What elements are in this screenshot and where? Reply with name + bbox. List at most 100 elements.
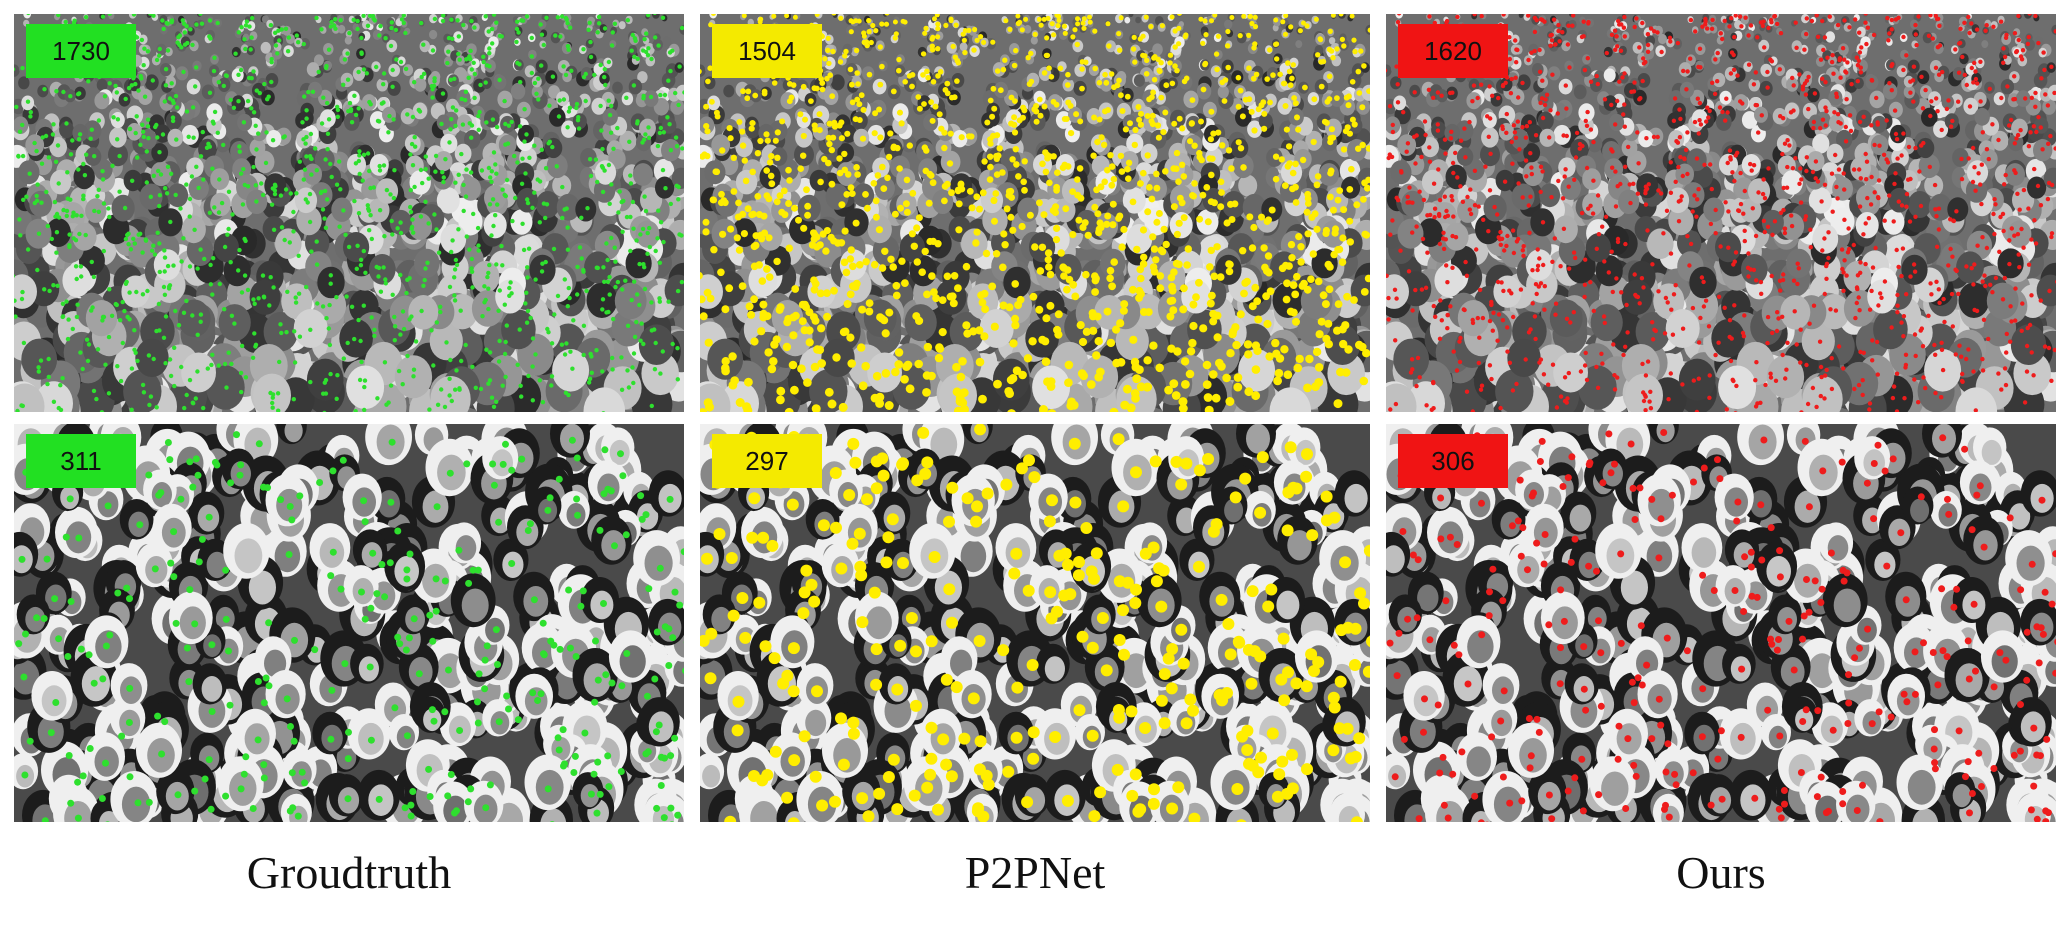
annotation-point <box>1325 285 1334 294</box>
annotation-point <box>837 59 844 65</box>
annotation-point <box>1769 59 1775 64</box>
annotation-point <box>854 560 867 573</box>
annotation-point <box>1415 355 1421 361</box>
annotation-point <box>477 109 482 115</box>
annotation-point <box>1341 368 1351 377</box>
annotation-point <box>1334 95 1340 101</box>
annotation-point <box>499 460 507 468</box>
annotation-point <box>524 132 529 137</box>
annotation-point <box>190 105 196 110</box>
annotation-point <box>638 515 646 523</box>
annotation-point <box>890 88 897 95</box>
annotation-point <box>1553 312 1558 317</box>
annotation-point <box>1086 729 1099 742</box>
annotation-point <box>328 281 333 286</box>
annotation-point <box>731 724 744 737</box>
annotation-point <box>727 135 734 142</box>
annotation-point <box>1176 194 1184 202</box>
annotation-point <box>1763 382 1768 388</box>
annotation-point <box>877 314 886 323</box>
annotation-point <box>155 230 160 235</box>
annotation-point <box>403 30 408 36</box>
annotation-point <box>1211 393 1221 403</box>
annotation-point <box>1725 110 1730 115</box>
annotation-point <box>1754 278 1759 283</box>
annotation-point <box>1837 56 1843 61</box>
annotation-point <box>865 307 874 316</box>
annotation-point <box>787 817 800 822</box>
annotation-point <box>925 721 938 734</box>
annotation-point <box>1495 212 1500 217</box>
annotation-point <box>915 316 924 325</box>
annotation-point <box>1166 802 1179 815</box>
annotation-point <box>134 114 139 119</box>
annotation-point <box>1441 246 1447 252</box>
annotation-point <box>1666 397 1671 402</box>
annotation-point <box>103 362 108 367</box>
annotation-point <box>1248 14 1253 19</box>
annotation-point <box>640 226 646 232</box>
annotation-point <box>1294 114 1300 121</box>
annotation-point <box>515 362 520 367</box>
annotation-point <box>1614 755 1622 763</box>
annotation-point <box>1304 23 1310 29</box>
annotation-point <box>1646 182 1651 187</box>
annotation-point <box>849 99 856 106</box>
annotation-point <box>375 396 380 401</box>
annotation-point <box>1610 149 1615 154</box>
annotation-point <box>606 59 612 65</box>
annotation-point <box>1571 14 1576 18</box>
annotation-point <box>1747 563 1755 571</box>
annotation-point <box>291 397 296 402</box>
annotation-point <box>525 275 530 280</box>
annotation-point <box>604 310 609 315</box>
annotation-point <box>1202 18 1208 24</box>
annotation-point <box>768 180 776 188</box>
annotation-point <box>631 351 637 356</box>
annotation-point <box>182 30 187 35</box>
annotation-point <box>1046 153 1054 160</box>
annotation-point <box>909 189 917 197</box>
annotation-point <box>285 289 290 294</box>
annotation-point <box>273 30 278 35</box>
annotation-point <box>1427 14 1432 19</box>
annotation-point <box>419 74 424 80</box>
annotation-point <box>1155 210 1163 217</box>
annotation-point <box>2021 245 2026 250</box>
annotation-point <box>1451 170 1456 176</box>
annotation-point <box>795 216 802 224</box>
annotation-point <box>1423 132 1428 138</box>
annotation-point <box>2035 183 2041 189</box>
annotation-point <box>1333 399 1343 409</box>
annotation-point <box>1914 42 1919 48</box>
annotation-point <box>1246 585 1259 598</box>
annotation-point <box>154 712 162 720</box>
annotation-point <box>1286 748 1298 761</box>
annotation-point <box>508 560 516 567</box>
annotation-point <box>881 247 889 255</box>
annotation-point <box>81 161 86 167</box>
annotation-point <box>1972 667 1979 675</box>
annotation-point <box>1049 731 1062 743</box>
annotation-point <box>1851 167 1857 172</box>
annotation-point <box>81 193 86 198</box>
annotation-point <box>1769 20 1774 25</box>
annotation-point <box>55 143 61 148</box>
annotation-point <box>2052 669 2056 677</box>
annotation-point <box>1014 301 1023 309</box>
annotation-point <box>1135 104 1142 110</box>
annotation-point <box>1828 307 1833 312</box>
annotation-point <box>504 177 510 183</box>
annotation-point <box>145 49 151 54</box>
annotation-point <box>1614 34 1619 39</box>
annotation-point <box>870 678 883 691</box>
annotation-point <box>204 145 210 150</box>
annotation-point <box>432 76 437 81</box>
annotation-point <box>1088 309 1097 318</box>
annotation-point <box>163 314 169 319</box>
annotation-point <box>1526 203 1531 208</box>
annotation-point <box>1630 699 1638 707</box>
annotation-point <box>1026 211 1034 219</box>
annotation-point <box>1272 153 1280 160</box>
annotation-point <box>224 73 229 79</box>
